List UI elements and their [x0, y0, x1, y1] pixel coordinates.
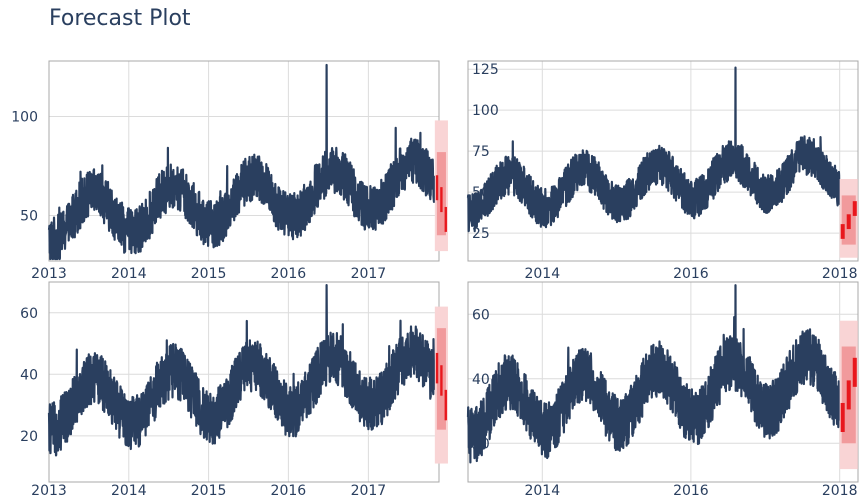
forecast-point	[840, 402, 845, 432]
y-tick-label: 100	[11, 109, 38, 125]
y-tick-label: 40	[20, 367, 38, 383]
forecast-point	[440, 187, 443, 213]
x-tick-label: 2016	[673, 266, 709, 282]
forecast-point	[846, 380, 851, 410]
y-tick-label: 60	[472, 307, 490, 323]
history-series-line	[466, 66, 841, 233]
x-tick-label: 2016	[673, 483, 709, 499]
plot-frame	[467, 281, 859, 483]
y-tick-label: 75	[472, 144, 490, 160]
forecast-point	[846, 214, 851, 230]
x-tick-label: 2014	[111, 266, 147, 282]
y-tick-label: 60	[20, 306, 38, 322]
x-tick-label: 2013	[31, 266, 67, 282]
x-tick-label: 2015	[191, 266, 227, 282]
x-tick-label: 2017	[351, 483, 387, 499]
forecast-point	[444, 389, 447, 421]
page-title: Forecast Plot	[49, 6, 191, 31]
forecast-point	[852, 201, 857, 216]
forecast-point	[852, 357, 857, 387]
x-tick-label: 2014	[524, 483, 560, 499]
x-tick-label: 2018	[822, 266, 858, 282]
x-tick-label: 2016	[271, 483, 307, 499]
forecast-point	[435, 352, 439, 384]
history-series-line	[47, 284, 436, 457]
history-series-line	[47, 63, 436, 261]
y-tick-label: 20	[20, 429, 38, 445]
y-tick-label: 125	[472, 62, 499, 78]
y-tick-label: 50	[20, 208, 38, 224]
forecast-point	[444, 206, 447, 232]
forecast-point	[440, 365, 443, 396]
subplot-3: 2013 2014 2015 2016 2017 20 40 60	[20, 281, 448, 499]
y-tick-label: 100	[472, 103, 499, 119]
forecast-point	[840, 224, 845, 239]
x-tick-label: 2013	[31, 483, 67, 499]
y-tick-label: 40	[472, 372, 490, 388]
x-tick-label: 2018	[822, 483, 858, 499]
forecast-point	[435, 175, 439, 201]
plot-frame	[467, 60, 859, 262]
history-series-line	[466, 284, 841, 464]
x-tick-label: 2014	[524, 266, 560, 282]
x-tick-label: 2017	[351, 266, 387, 282]
x-tick-label: 2014	[111, 483, 147, 499]
x-tick-label: 2015	[191, 483, 227, 499]
subplot-1: 2013 2014 2015 2016 2017 50 100	[11, 60, 448, 282]
x-tick-label: 2016	[271, 266, 307, 282]
y-tick-label: 25	[472, 226, 490, 242]
